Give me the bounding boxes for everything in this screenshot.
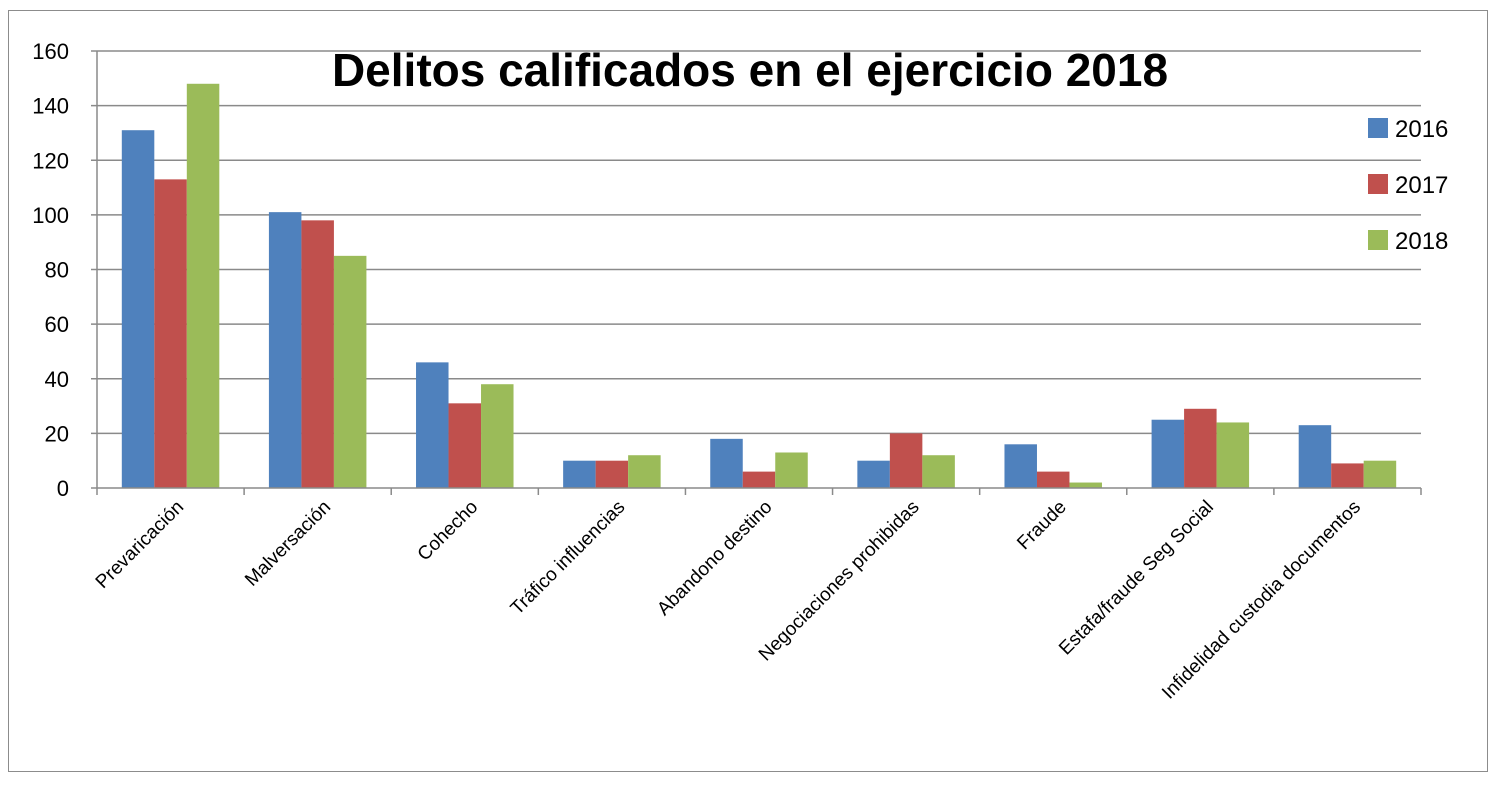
bar-2016-2 (416, 362, 449, 488)
bar-2018-2 (481, 384, 514, 488)
bar-2016-6 (1004, 444, 1037, 488)
x-category-labels: Prevaricación Malversación Cohecho Tráfico … (92, 497, 1365, 704)
bar-2018-0 (186, 83, 220, 489)
legend-swatch-2017 (1368, 174, 1388, 194)
x-category-label: Fraude (1013, 497, 1070, 554)
x-category-label: Negociaciones prohibidas (755, 497, 924, 666)
axes (91, 50, 1422, 495)
bars (121, 83, 1397, 489)
bar-2017-4 (742, 471, 776, 488)
legend: 2016 2017 2018 (1368, 116, 1448, 255)
bar-2016-8 (1298, 425, 1332, 488)
x-category-label: Malversación (241, 497, 335, 591)
bar-2017-3 (595, 460, 629, 488)
legend-label-2017: 2017 (1395, 172, 1448, 199)
x-category-label: Tráfico influencias (507, 497, 630, 620)
y-tick-label: 100 (32, 203, 69, 228)
bar-2017-7 (1184, 408, 1217, 488)
y-tick-labels: 0 20 40 60 80 100 120 140 160 (32, 39, 69, 501)
legend-swatch-2018 (1368, 230, 1388, 250)
bar-2017-5 (889, 433, 923, 488)
x-category-label: Abandono destino (653, 497, 776, 620)
y-tick-label: 20 (45, 421, 69, 446)
bar-2017-0 (154, 179, 187, 488)
y-tick-label: 140 (32, 94, 69, 119)
y-tick-label: 80 (45, 258, 69, 283)
bar-2017-2 (448, 403, 482, 488)
bar-2018-3 (628, 455, 661, 488)
legend-swatch-2016 (1368, 118, 1388, 138)
chart-title: Delitos calificados en el ejercicio 2018 (332, 44, 1168, 96)
x-category-label: Estafa/fraude Seg Social (1055, 497, 1218, 660)
bar-2016-1 (268, 212, 302, 489)
bar-2017-1 (301, 220, 334, 488)
bar-2018-5 (922, 455, 955, 488)
x-category-label: Cohecho (414, 497, 483, 566)
bar-2018-1 (333, 255, 367, 488)
y-tick-label: 160 (32, 39, 69, 64)
y-tick-label: 120 (32, 148, 69, 173)
y-tick-label: 60 (45, 312, 69, 337)
chart-frame (8, 10, 1488, 772)
bar-2017-8 (1331, 463, 1364, 488)
bar-2016-7 (1151, 419, 1185, 488)
bar-2016-5 (857, 460, 890, 488)
bar-2016-4 (710, 438, 743, 488)
bar-2018-4 (775, 452, 808, 488)
x-category-label: Prevaricación (92, 497, 188, 593)
y-tick-label: 0 (57, 476, 69, 501)
legend-label-2018: 2018 (1395, 228, 1448, 255)
bar-2016-3 (563, 460, 596, 488)
bar-2016-0 (121, 130, 155, 489)
legend-label-2016: 2016 (1395, 116, 1448, 143)
bar-2018-7 (1216, 422, 1250, 488)
y-tick-label: 40 (45, 367, 69, 392)
bar-2018-6 (1069, 482, 1102, 488)
bar-2017-6 (1036, 471, 1070, 488)
bar-2018-8 (1363, 460, 1397, 488)
